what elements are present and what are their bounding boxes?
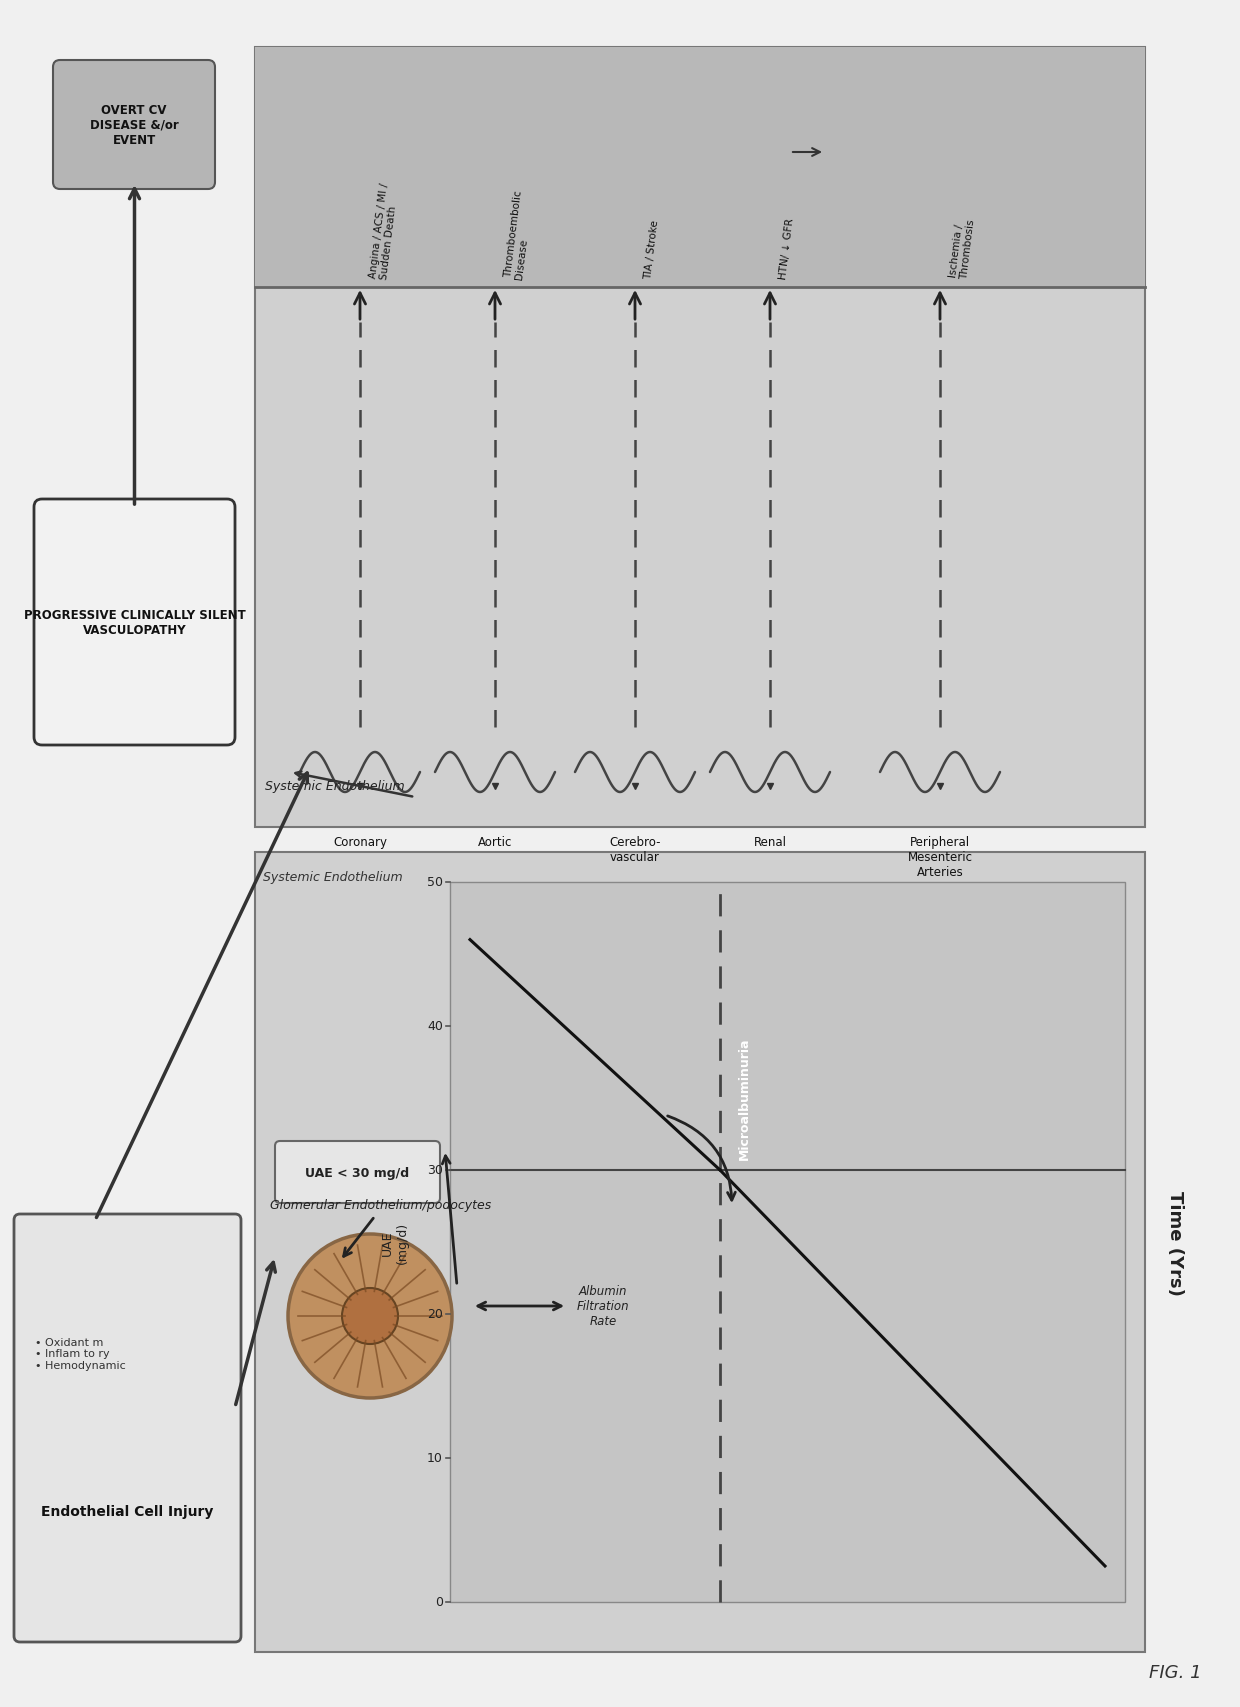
Circle shape xyxy=(288,1234,453,1398)
Text: Microalbuminuria: Microalbuminuria xyxy=(738,1038,751,1159)
Text: FIG. 1: FIG. 1 xyxy=(1148,1663,1202,1681)
Text: Aortic: Aortic xyxy=(477,835,512,848)
Text: 40: 40 xyxy=(427,1019,443,1033)
Text: TIA / Stroke: TIA / Stroke xyxy=(644,218,660,280)
Text: • Oxidant m
• Inflam to ry
• Hemodynamic: • Oxidant m • Inflam to ry • Hemodynamic xyxy=(35,1337,125,1371)
FancyBboxPatch shape xyxy=(14,1214,241,1642)
FancyBboxPatch shape xyxy=(450,883,1125,1603)
Circle shape xyxy=(342,1289,398,1343)
Text: OVERT CV
DISEASE &/or
EVENT: OVERT CV DISEASE &/or EVENT xyxy=(89,104,179,147)
Text: Renal: Renal xyxy=(754,835,786,848)
Text: UAE
(mg/d): UAE (mg/d) xyxy=(381,1221,409,1263)
FancyBboxPatch shape xyxy=(33,500,236,746)
Text: Albumin
Filtration
Rate: Albumin Filtration Rate xyxy=(577,1285,630,1328)
FancyBboxPatch shape xyxy=(275,1142,440,1203)
Text: PROGRESSIVE CLINICALLY SILENT
VASCULOPATHY: PROGRESSIVE CLINICALLY SILENT VASCULOPAT… xyxy=(24,609,246,637)
Text: 0: 0 xyxy=(435,1596,443,1608)
Text: Systemic Endothelium: Systemic Endothelium xyxy=(263,871,403,884)
Text: Systemic Endothelium: Systemic Endothelium xyxy=(265,780,404,792)
Text: 10: 10 xyxy=(427,1451,443,1465)
Text: Time (Yrs): Time (Yrs) xyxy=(1166,1190,1184,1294)
Text: Thromboembolic
Disease: Thromboembolic Disease xyxy=(503,189,536,280)
Text: 30: 30 xyxy=(427,1164,443,1176)
FancyBboxPatch shape xyxy=(255,48,1145,288)
Text: 20: 20 xyxy=(427,1308,443,1321)
Text: Coronary: Coronary xyxy=(334,835,387,848)
FancyBboxPatch shape xyxy=(255,48,1145,828)
Text: Cerebro-
vascular: Cerebro- vascular xyxy=(609,835,661,864)
Text: Ischemia /
Thrombosis: Ischemia / Thrombosis xyxy=(949,217,977,280)
Text: UAE < 30 mg/d: UAE < 30 mg/d xyxy=(305,1166,409,1180)
FancyBboxPatch shape xyxy=(53,61,215,189)
FancyBboxPatch shape xyxy=(255,852,1145,1652)
Text: Peripheral
Mesenteric
Arteries: Peripheral Mesenteric Arteries xyxy=(908,835,972,879)
Text: 50: 50 xyxy=(427,876,443,889)
Text: HTN/ ↓ GFR: HTN/ ↓ GFR xyxy=(777,217,795,280)
Text: Glomerular Endothelium/podocytes: Glomerular Endothelium/podocytes xyxy=(270,1198,491,1212)
Text: Endothelial Cell Injury: Endothelial Cell Injury xyxy=(41,1504,213,1518)
Text: Angina / ACS / MI /
Sudden Death: Angina / ACS / MI / Sudden Death xyxy=(368,183,401,280)
